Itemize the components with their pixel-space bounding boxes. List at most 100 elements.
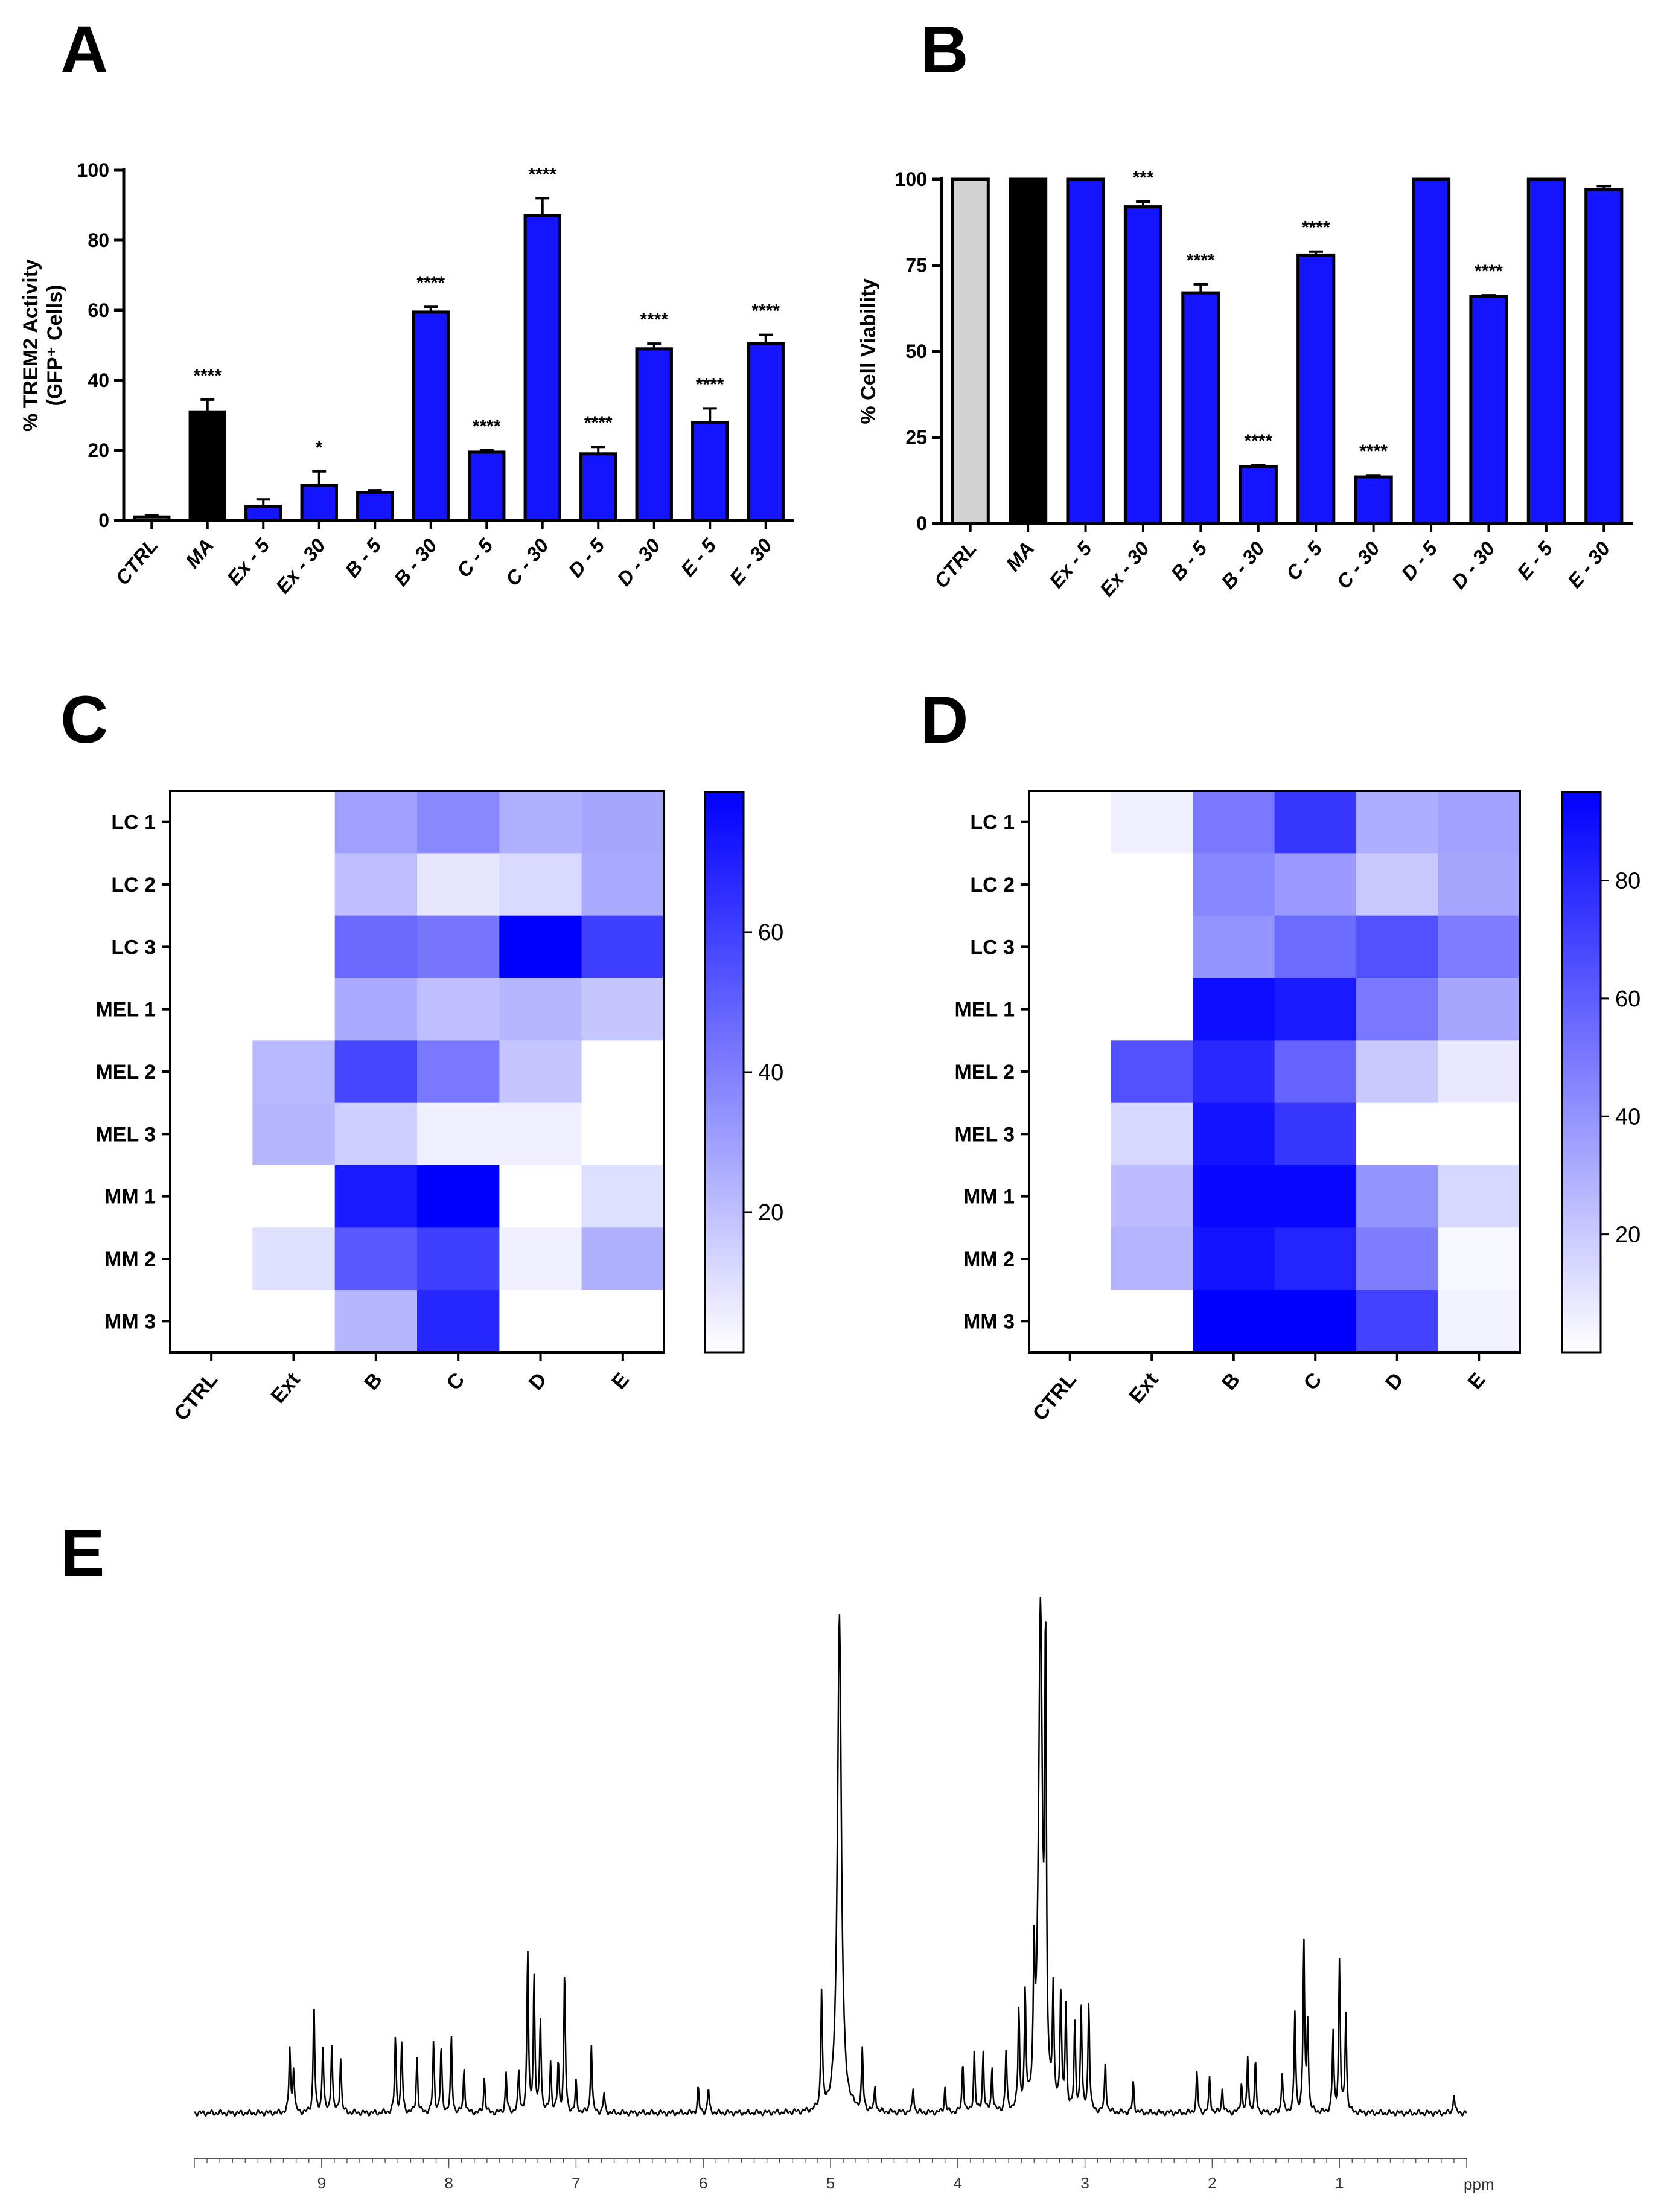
- x-tick-label: 6: [699, 2174, 707, 2192]
- heatmap-cell: [334, 978, 418, 1041]
- heatmap-cell: [581, 791, 665, 854]
- x-tick-label: Ex - 5: [223, 534, 274, 589]
- x-tick-label: Ex - 5: [1045, 537, 1096, 592]
- x-tick-label: B - 30: [389, 534, 442, 590]
- heatmap-cell: [1438, 915, 1520, 979]
- x-tick-label: 4: [954, 2174, 962, 2192]
- column-label: D: [1381, 1369, 1408, 1395]
- x-tick-label: C - 30: [501, 534, 553, 590]
- row-label: MEL 1: [95, 999, 156, 1021]
- significance-marker: ****: [528, 164, 556, 184]
- heatmap-cell: [334, 1227, 418, 1291]
- x-tick-label: B - 5: [1166, 537, 1211, 584]
- heatmap-cell: [170, 1040, 253, 1104]
- heatmap-cell: [1193, 978, 1275, 1041]
- heatmap-cell: [170, 915, 253, 979]
- x-tick-label: D - 30: [613, 534, 665, 590]
- heatmap-cell: [1193, 1290, 1275, 1353]
- y-tick-label: 100: [77, 159, 109, 181]
- significance-marker: ***: [1132, 168, 1153, 188]
- heatmap-cell: [1029, 853, 1111, 916]
- bar-ma: [1009, 177, 1048, 525]
- heatmap-cell: [1193, 1227, 1275, 1291]
- panel-d-heatmap: LC 1 LC 2 LC 3 MEL 1 MEL 2 MEL 3 MM 1 MM 2 MM 3 C…: [954, 790, 1640, 1425]
- x-tick-label: E - 30: [1563, 537, 1615, 592]
- column-label: Ext: [267, 1369, 305, 1408]
- column-label: E: [607, 1369, 634, 1394]
- y-tick-label: 40: [88, 369, 109, 391]
- panel-b-bar-chart: 0 25 50 75 100 % Cell Viability CTRL MA Ex - 5 **…: [857, 168, 1633, 601]
- heatmap-cell: [581, 1102, 665, 1166]
- bar-c-30: [1354, 475, 1393, 525]
- bar-c-5: [1296, 253, 1336, 525]
- y-tick-label: 25: [905, 427, 927, 449]
- colorbar-tick-label: 80: [1615, 869, 1640, 894]
- heatmap-cell: [1193, 1165, 1275, 1228]
- bar-e-5: [1526, 177, 1566, 525]
- x-tick-label: CTRL: [929, 537, 981, 592]
- heatmap-cell: [1111, 1102, 1193, 1166]
- panel-letter-a: A: [60, 13, 108, 87]
- heatmap-cell: [417, 915, 500, 979]
- heatmap-cell: [417, 978, 500, 1041]
- significance-marker: ****: [193, 366, 222, 386]
- heatmap-cell: [1111, 1227, 1193, 1291]
- significance-marker: ****: [751, 301, 780, 321]
- heatmap-cell: [1193, 1102, 1275, 1166]
- x-tick-label: D - 30: [1447, 537, 1500, 593]
- heatmap-cell: [252, 978, 336, 1041]
- significance-marker: ****: [696, 374, 724, 394]
- heatmap-cell: [581, 853, 665, 916]
- y-tick-label: 75: [905, 255, 927, 276]
- heatmap-cell: [1111, 915, 1193, 979]
- heatmap-cell: [1438, 978, 1520, 1041]
- significance-marker: ****: [1475, 261, 1503, 281]
- heatmap-cell: [1274, 1165, 1357, 1228]
- colorbar-tick-label: 20: [758, 1200, 783, 1226]
- row-label: LC 1: [111, 811, 156, 834]
- heatmap-cell: [334, 1102, 418, 1166]
- row-label: LC 2: [970, 874, 1015, 897]
- heatmap-cell: [334, 915, 418, 979]
- heatmap-cell: [1029, 1165, 1111, 1228]
- heatmap-cell: [1029, 915, 1111, 979]
- y-tick-label: 80: [88, 229, 109, 251]
- y-axis-label: % TREM2 Activity: [19, 259, 42, 432]
- panel-a-bar-chart: 0 20 40 60 80 100 % TREM2 Activity (GFP⁺ Cells)…: [19, 159, 794, 598]
- x-tick-label: D - 5: [1397, 537, 1442, 584]
- column-label: Ext: [1124, 1369, 1162, 1408]
- heatmap-cell: [252, 915, 336, 979]
- heatmap-cell: [1274, 791, 1357, 854]
- bar-ma: [188, 410, 226, 522]
- heatmap-cell: [581, 1290, 665, 1353]
- panel-letter-e: E: [60, 1516, 104, 1590]
- colorbar-tick-label: 60: [758, 920, 783, 945]
- heatmap-cell: [1193, 915, 1275, 979]
- heatmap-cell: [499, 1040, 582, 1104]
- x-tick-label: MA: [181, 534, 218, 572]
- significance-marker: ****: [416, 273, 445, 293]
- x-tick-label: Ex - 30: [271, 534, 330, 598]
- heatmap-cell: [581, 1040, 665, 1104]
- heatmap-cell: [170, 853, 253, 916]
- colorbar: [704, 791, 745, 1354]
- y-tick-label: 50: [905, 340, 927, 362]
- y-tick-label: 60: [88, 299, 109, 321]
- heatmap-cell: [1356, 1040, 1438, 1104]
- heatmap-cell: [252, 1040, 336, 1104]
- column-label: B: [360, 1369, 387, 1395]
- heatmap-cell: [1111, 1290, 1193, 1353]
- heatmap-cell: [1193, 853, 1275, 916]
- heatmap-cell: [1356, 791, 1438, 854]
- significance-marker: ****: [1187, 251, 1215, 270]
- heatmap-cell: [1356, 853, 1438, 916]
- significance-marker: ****: [1359, 441, 1388, 461]
- x-tick-label: 8: [444, 2174, 453, 2192]
- colorbar-tick-label: 60: [1615, 986, 1640, 1012]
- heatmap-cell: [1438, 1102, 1520, 1166]
- heatmap-cell: [1029, 1290, 1111, 1353]
- y-tick-label: 0: [916, 513, 927, 534]
- panel-letter-c: C: [60, 683, 108, 757]
- heatmap-cell: [417, 1165, 500, 1228]
- bar-e-30: [1584, 188, 1624, 525]
